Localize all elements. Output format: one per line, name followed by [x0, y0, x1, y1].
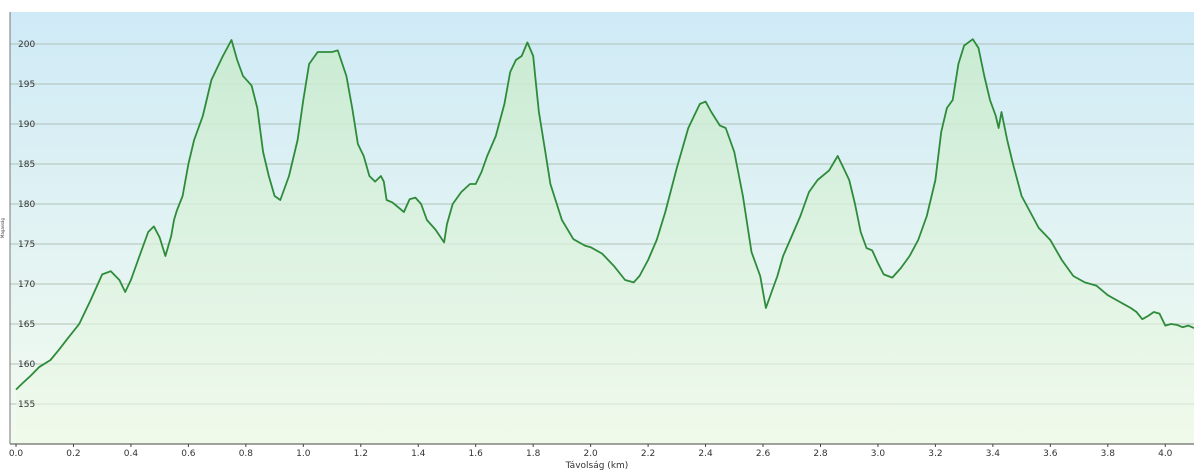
y-axis-label: Magasság: [0, 218, 5, 239]
x-tick-label: 1.8: [526, 449, 541, 459]
x-tick-label: 3.8: [1101, 449, 1116, 459]
y-tick-label: 180: [18, 200, 35, 210]
y-tick-label: 165: [18, 320, 35, 330]
x-tick-label: 0.4: [124, 449, 139, 459]
x-tick-label: 2.6: [756, 449, 771, 459]
x-tick-label: 2.4: [698, 449, 713, 459]
x-tick-labels: 0.0 0.2 0.4 0.6 0.8 1.0 1.2 1.4 1.6 1.8 2.0 2.2 2.4 2…: [9, 444, 1173, 459]
x-tick-label: 2.2: [641, 449, 655, 459]
x-tick-label: 4.0: [1158, 449, 1173, 459]
elevation-area: [16, 39, 1194, 444]
x-tick-label: 3.4: [986, 449, 1001, 459]
y-tick-label: 190: [18, 120, 35, 130]
x-tick-label: 0.8: [239, 449, 254, 459]
x-tick-label: 2.8: [813, 449, 828, 459]
x-tick-label: 2.0: [583, 449, 598, 459]
x-tick-label: 0.6: [181, 449, 196, 459]
y-tick-label: 175: [18, 240, 35, 250]
x-tick-label: 3.2: [928, 449, 942, 459]
y-tick-label: 155: [18, 400, 35, 410]
elevation-line: [15, 38, 1194, 391]
x-tick-label: 3.6: [1043, 449, 1058, 459]
y-tick-label: 195: [18, 80, 35, 90]
x-tick-label: 3.0: [871, 449, 886, 459]
y-tick-label: 185: [18, 160, 35, 170]
y-tick-labels: 155 160 165 170 175 180 185 190 195 200: [18, 40, 35, 410]
x-tick-label: 1.0: [296, 449, 311, 459]
y-tick-label: 170: [18, 280, 35, 290]
x-axis-label: Távolság (km): [565, 461, 629, 470]
x-tick-label: 1.4: [411, 449, 426, 459]
y-tick-label: 200: [18, 40, 35, 50]
y-tick-label: 160: [18, 360, 35, 370]
x-tick-label: 0.2: [66, 449, 80, 459]
x-tick-label: 1.6: [469, 449, 484, 459]
x-tick-label: 1.2: [354, 449, 368, 459]
x-tick-label: 0.0: [9, 449, 24, 459]
